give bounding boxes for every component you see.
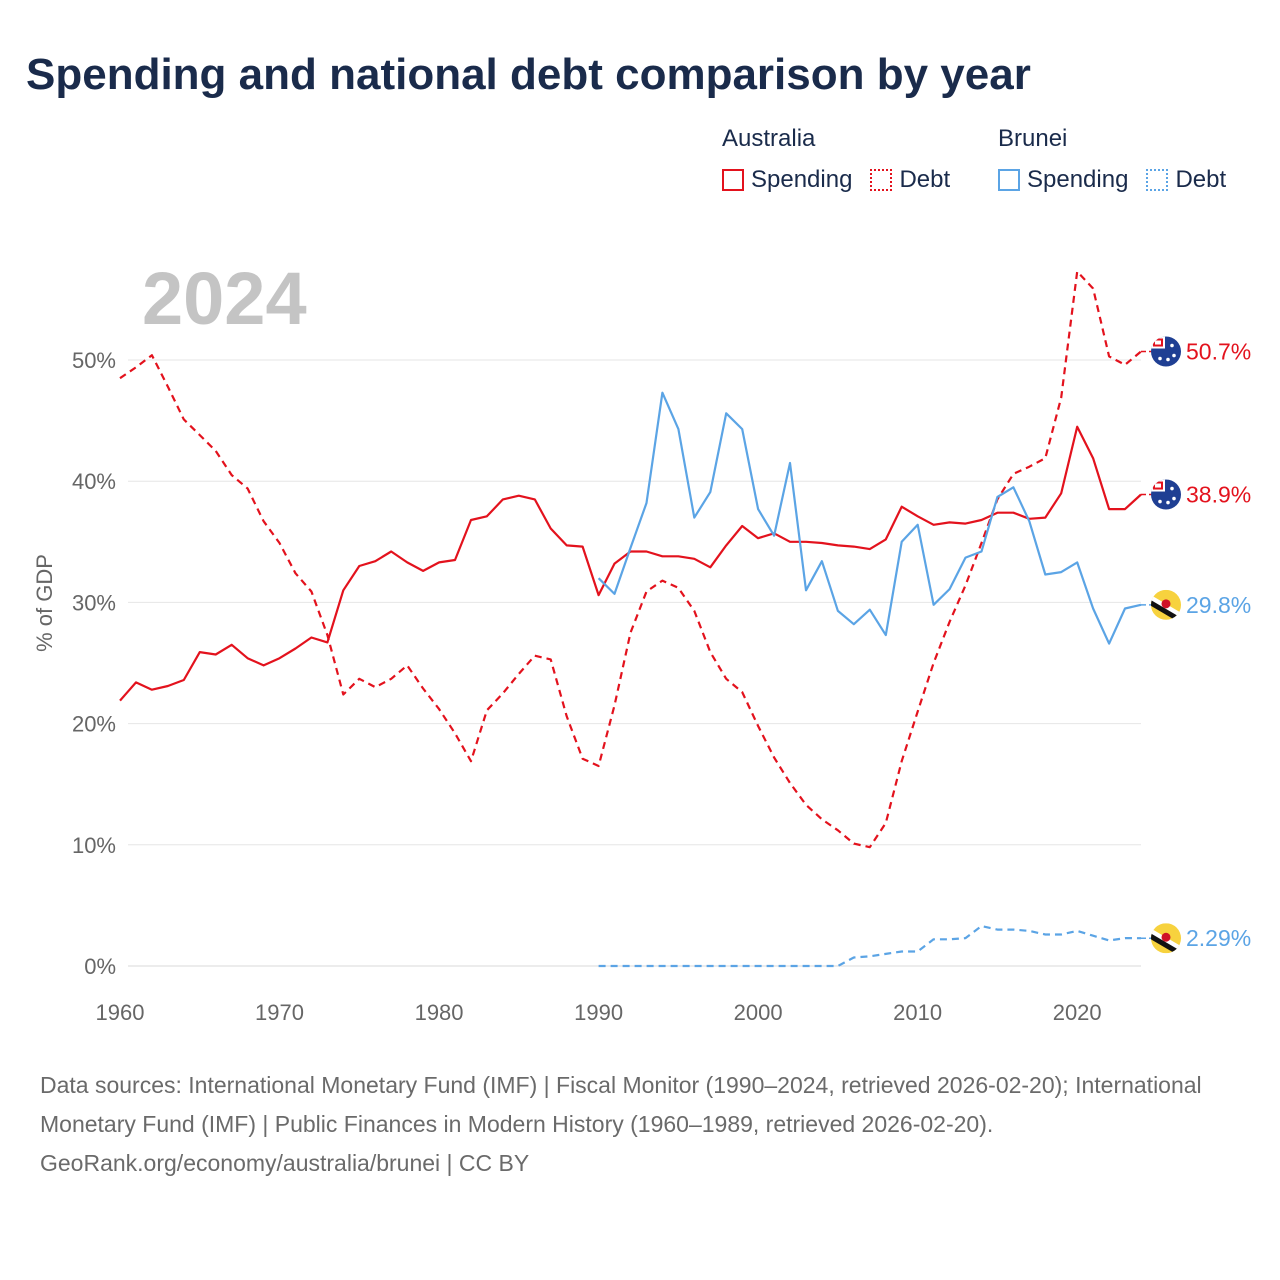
series-line-brunei-debt — [598, 924, 1142, 968]
x-tick-label: 1970 — [255, 1000, 304, 1025]
end-value-label: 2.29% — [1186, 925, 1251, 951]
grid-lines — [128, 359, 1141, 967]
legend-brunei: Brunei Spending Debt — [998, 124, 1244, 194]
legend-brunei-spending[interactable]: Spending — [998, 166, 1128, 194]
x-axis-ticks: 1960 1970 1980 1990 2000 2010 2020 — [96, 1000, 1102, 1025]
y-tick-label: 10% — [72, 833, 116, 858]
legend-label: Debt — [1175, 166, 1227, 193]
legend-australia-spending[interactable]: Spending — [722, 166, 852, 194]
end-value-label: 50.7% — [1186, 339, 1251, 365]
y-tick-label: 40% — [72, 469, 116, 494]
legend-australia-debt[interactable]: Debt — [870, 166, 950, 194]
footer: Data sources: International Monetary Fun… — [40, 1066, 1240, 1183]
australia-flag-icon — [1151, 336, 1181, 367]
dotted-swatch-icon — [870, 169, 893, 191]
brunei-flag-icon — [1151, 589, 1181, 620]
solid-swatch-icon — [722, 169, 744, 191]
series-line-brunei-spending — [597, 391, 1142, 645]
legend-label: Spending — [1027, 166, 1129, 193]
series-lines — [119, 270, 1142, 968]
data-sources: Data sources: International Monetary Fun… — [40, 1072, 1202, 1137]
legend-label: Debt — [899, 166, 951, 193]
solid-swatch-icon — [998, 169, 1020, 191]
end-markers: 38.9% 50.7% 29.8% 2.29% — [1141, 336, 1251, 954]
x-tick-label: 1980 — [415, 1000, 464, 1025]
legend-country-australia: Australia — [722, 125, 816, 152]
legend-country-brunei: Brunei — [998, 125, 1068, 152]
y-tick-label: 50% — [72, 348, 116, 373]
y-tick-label: 20% — [72, 712, 116, 737]
y-tick-label: 30% — [72, 590, 116, 615]
end-value-label: 38.9% — [1186, 482, 1251, 508]
credit-link[interactable]: GeoRank.org/economy/australia/brunei | C… — [40, 1150, 530, 1176]
y-axis-label: % of GDP — [32, 554, 57, 652]
line-chart: 2024 0% 10% 20% 30% 40% 50% 1960 1970 1980 1990 2… — [32, 257, 1251, 1025]
x-tick-label: 1990 — [574, 1000, 623, 1025]
chart-title: Spending and national debt comparison by… — [26, 50, 1031, 99]
y-axis-ticks: 0% 10% 20% 30% 40% 50% — [72, 348, 116, 979]
legend-label: Spending — [751, 166, 853, 193]
year-watermark: 2024 — [142, 257, 307, 340]
brunei-flag-icon — [1151, 923, 1181, 954]
x-tick-label: 1960 — [96, 1000, 145, 1025]
end-value-label: 29.8% — [1186, 592, 1251, 618]
australia-flag-icon — [1151, 479, 1181, 510]
dotted-swatch-icon — [1146, 169, 1169, 191]
x-tick-label: 2000 — [734, 1000, 783, 1025]
y-tick-label: 0% — [84, 954, 116, 979]
legend-brunei-debt[interactable]: Debt — [1146, 166, 1226, 194]
x-tick-label: 2010 — [893, 1000, 942, 1025]
x-tick-label: 2020 — [1053, 1000, 1102, 1025]
legend-australia: Australia Spending Debt — [722, 124, 968, 194]
series-line-australia-spending — [119, 425, 1142, 702]
series-line-australia-debt — [119, 270, 1142, 849]
